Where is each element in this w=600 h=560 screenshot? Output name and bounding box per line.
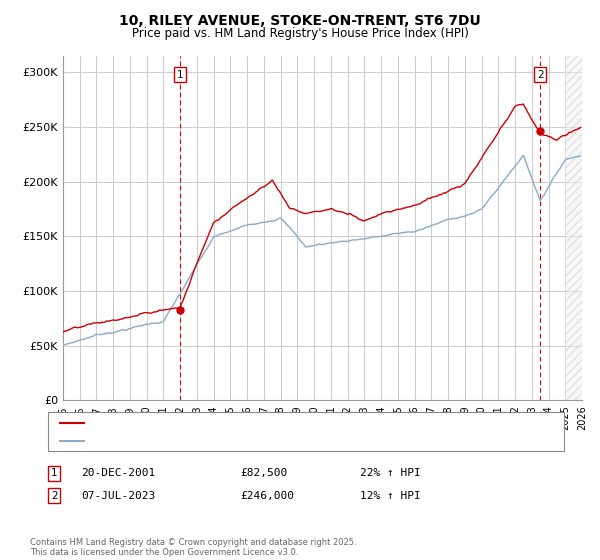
- Text: 2: 2: [537, 69, 544, 80]
- Text: 1: 1: [177, 69, 184, 80]
- Text: 07-JUL-2023: 07-JUL-2023: [81, 491, 155, 501]
- Text: £82,500: £82,500: [240, 468, 287, 478]
- Text: Price paid vs. HM Land Registry's House Price Index (HPI): Price paid vs. HM Land Registry's House …: [131, 27, 469, 40]
- Text: Contains HM Land Registry data © Crown copyright and database right 2025.
This d: Contains HM Land Registry data © Crown c…: [30, 538, 356, 557]
- Text: 2: 2: [51, 491, 58, 501]
- Text: 12% ↑ HPI: 12% ↑ HPI: [360, 491, 421, 501]
- Text: 20-DEC-2001: 20-DEC-2001: [81, 468, 155, 478]
- Text: 10, RILEY AVENUE, STOKE-ON-TRENT, ST6 7DU: 10, RILEY AVENUE, STOKE-ON-TRENT, ST6 7D…: [119, 14, 481, 28]
- Text: HPI: Average price, detached house, Stoke-on-Trent: HPI: Average price, detached house, Stok…: [90, 436, 358, 446]
- Text: 1: 1: [51, 468, 58, 478]
- Text: 10, RILEY AVENUE, STOKE-ON-TRENT, ST6 7DU (detached house): 10, RILEY AVENUE, STOKE-ON-TRENT, ST6 7D…: [90, 418, 427, 428]
- Text: 22% ↑ HPI: 22% ↑ HPI: [360, 468, 421, 478]
- Text: £246,000: £246,000: [240, 491, 294, 501]
